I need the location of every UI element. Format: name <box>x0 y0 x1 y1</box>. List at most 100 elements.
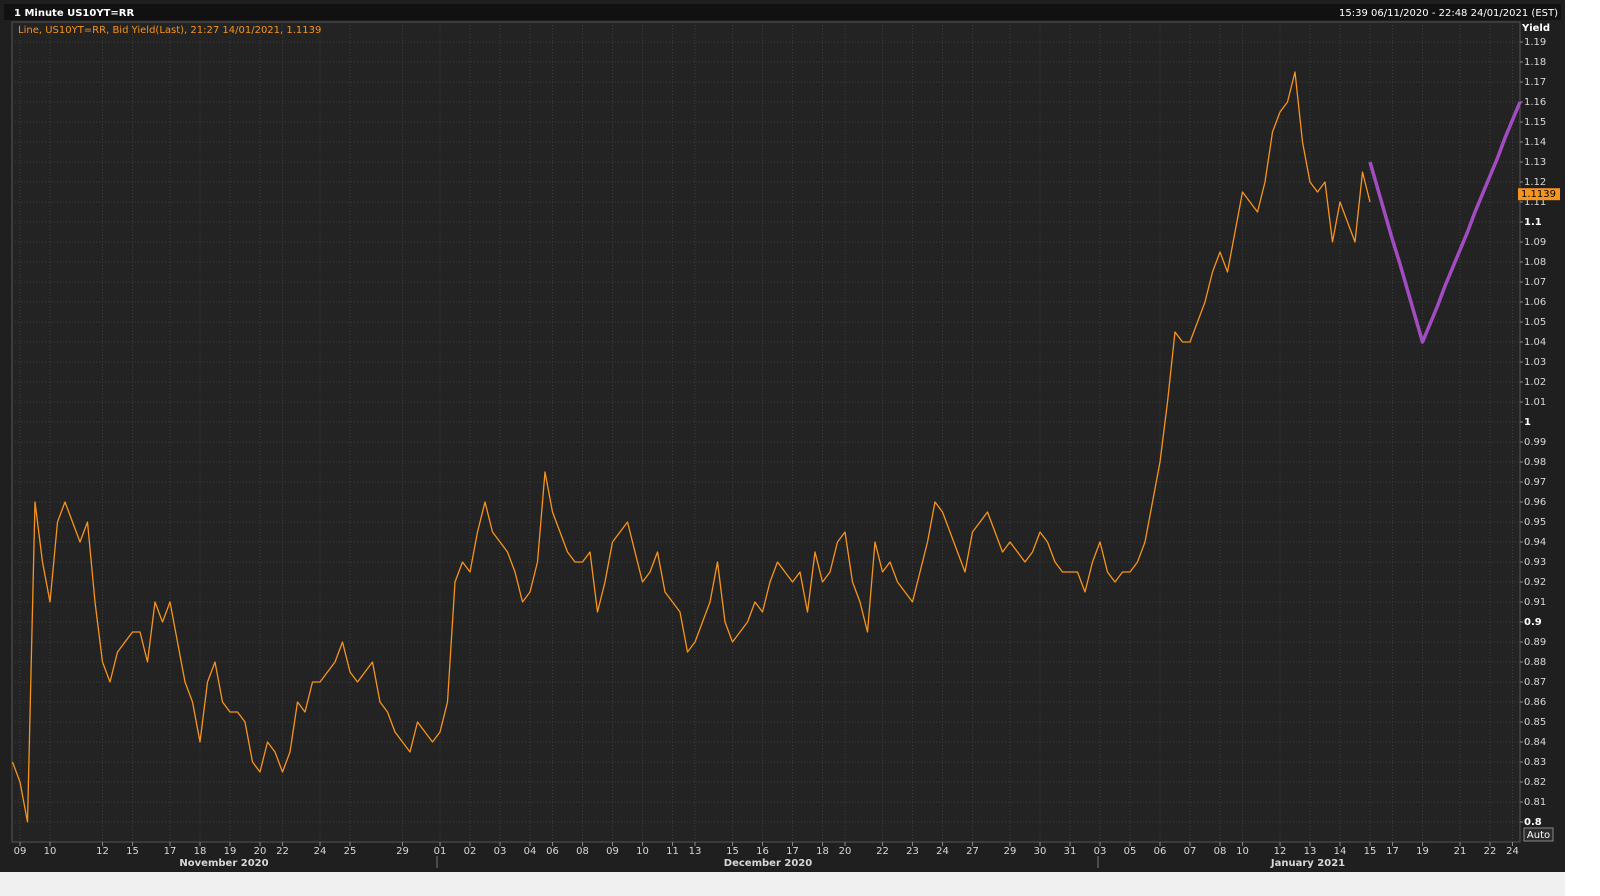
month-label: November 2020 <box>179 858 268 869</box>
last-value-label: 1.1139 <box>1521 189 1556 200</box>
x-tick-label: 15 <box>1364 846 1377 857</box>
y-tick-label: 0.95 <box>1524 517 1546 528</box>
x-tick-label: 08 <box>576 846 589 857</box>
x-tick-label: 21 <box>1454 846 1467 857</box>
x-tick-label: 22 <box>276 846 289 857</box>
chart-subtitle: 15:39 06/11/2020 - 22:48 24/01/2021 (EST… <box>1339 8 1558 19</box>
y-tick-label: 0.85 <box>1524 717 1546 728</box>
x-tick-label: 29 <box>1004 846 1017 857</box>
x-tick-label: 20 <box>254 846 267 857</box>
y-tick-label: 1.19 <box>1524 37 1546 48</box>
x-tick-label: 12 <box>1274 846 1287 857</box>
last-value-box <box>1518 188 1560 201</box>
x-tick-label: 15 <box>726 846 739 857</box>
x-tick-label: 27 <box>966 846 979 857</box>
x-tick-label: 30 <box>1034 846 1047 857</box>
x-tick-label: 24 <box>314 846 327 857</box>
y-tick-label: 0.94 <box>1524 537 1546 548</box>
y-tick-label: 1.11 <box>1524 197 1546 208</box>
legend-entry: Line, US10YT=RR, Bid Yield(Last), 21:27 … <box>18 25 321 36</box>
x-tick-label: 09 <box>14 846 27 857</box>
x-tick-label: 23 <box>906 846 919 857</box>
x-tick-label: 06 <box>546 846 559 857</box>
y-tick-label: 1.18 <box>1524 57 1546 68</box>
x-tick-label: 11 <box>666 846 679 857</box>
x-tick-label: 24 <box>1506 846 1519 857</box>
y-tick-label: 1.1 <box>1524 217 1542 228</box>
plot-area <box>11 21 1521 843</box>
y-tick-label: 0.96 <box>1524 497 1546 508</box>
x-tick-label: 03 <box>494 846 507 857</box>
chart-title: 1 Minute US10YT=RR <box>14 8 134 19</box>
series-line <box>1368 101 1522 344</box>
y-tick-label: 0.89 <box>1524 637 1546 648</box>
x-tick-label: 18 <box>194 846 207 857</box>
y-tick-label: 0.86 <box>1524 697 1546 708</box>
y-tick-label: 1.05 <box>1524 317 1546 328</box>
y-tick-label: 0.83 <box>1524 757 1546 768</box>
x-tick-label: 01 <box>434 846 447 857</box>
x-tick-label: 10 <box>1236 846 1249 857</box>
y-tick-label: 1.03 <box>1524 357 1546 368</box>
x-tick-label: 17 <box>786 846 799 857</box>
y-tick-label: 0.9 <box>1524 617 1542 628</box>
y-tick-label: 1.04 <box>1524 337 1546 348</box>
y-tick-label: 1.14 <box>1524 137 1546 148</box>
y-tick-label: 1.08 <box>1524 257 1546 268</box>
x-tick-label: 05 <box>1124 846 1137 857</box>
series-line <box>11 71 1371 823</box>
auto-button[interactable] <box>1523 827 1554 842</box>
x-tick-label: 29 <box>396 846 409 857</box>
y-tick-label: 0.98 <box>1524 457 1546 468</box>
y-tick-label: 1.02 <box>1524 377 1546 388</box>
x-tick-label: 31 <box>1064 846 1077 857</box>
x-tick-label: 07 <box>1184 846 1197 857</box>
x-tick-label: 10 <box>44 846 57 857</box>
x-tick-label: 25 <box>344 846 357 857</box>
x-tick-label: 04 <box>524 846 537 857</box>
auto-button-label[interactable]: Auto <box>1527 830 1550 841</box>
x-tick-label: 19 <box>224 846 237 857</box>
x-tick-label: 22 <box>876 846 889 857</box>
x-tick-label: 13 <box>1304 846 1317 857</box>
y-tick-label: 0.87 <box>1524 677 1546 688</box>
x-tick-label: 18 <box>816 846 829 857</box>
x-tick-label: 02 <box>464 846 477 857</box>
y-tick-label: 0.82 <box>1524 777 1546 788</box>
y-tick-label: 0.92 <box>1524 577 1546 588</box>
month-label: December 2020 <box>724 858 812 869</box>
y-tick-label: 0.93 <box>1524 557 1546 568</box>
x-tick-label: 03 <box>1094 846 1107 857</box>
y-tick-label: 1.09 <box>1524 237 1546 248</box>
x-tick-label: 14 <box>1334 846 1347 857</box>
y-tick-label: 0.99 <box>1524 437 1546 448</box>
y-tick-label: 1.01 <box>1524 397 1546 408</box>
x-tick-label: 06 <box>1154 846 1167 857</box>
x-tick-label: 20 <box>839 846 852 857</box>
status-bar <box>0 872 1565 896</box>
x-tick-label: 17 <box>1386 846 1399 857</box>
y-tick-label: 0.97 <box>1524 477 1546 488</box>
y-tick-label: 0.91 <box>1524 597 1546 608</box>
y-tick-label: 0.8 <box>1524 817 1542 828</box>
y-tick-label: 1.07 <box>1524 277 1546 288</box>
y-tick-label: 1.13 <box>1524 157 1546 168</box>
y-tick-label: 1.15 <box>1524 117 1546 128</box>
x-tick-label: 12 <box>96 846 109 857</box>
x-tick-label: 16 <box>756 846 769 857</box>
y-tick-label: 0.81 <box>1524 797 1546 808</box>
x-tick-label: 17 <box>164 846 177 857</box>
x-tick-label: 13 <box>689 846 702 857</box>
x-tick-label: 24 <box>936 846 949 857</box>
y-tick-label: 0.84 <box>1524 737 1546 748</box>
y-axis-label: Yield <box>1521 23 1550 34</box>
x-tick-label: 10 <box>636 846 649 857</box>
x-tick-label: 08 <box>1214 846 1227 857</box>
header-bar <box>4 4 1561 20</box>
y-tick-label: 1.17 <box>1524 77 1546 88</box>
y-tick-label: 1.06 <box>1524 297 1546 308</box>
x-tick-label: 09 <box>606 846 619 857</box>
y-tick-label: 0.88 <box>1524 657 1546 668</box>
